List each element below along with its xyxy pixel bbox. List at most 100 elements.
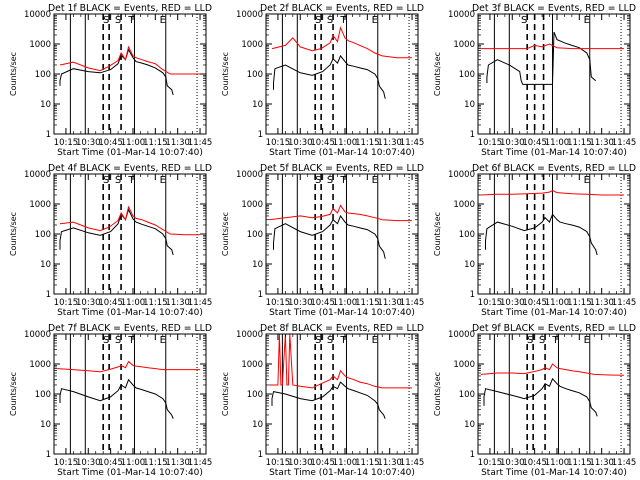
marker-label: E — [584, 175, 590, 186]
marker-label: S — [115, 15, 121, 26]
y-tick-label: 1 — [46, 290, 51, 300]
y-tick-label: 1 — [46, 450, 51, 460]
x-tick-label: 10:45 — [310, 298, 335, 308]
x-tick-label: 11:00 — [545, 298, 570, 308]
y-tick-label: 10 — [40, 260, 51, 270]
x-axis-label: Start Time (01-Mar-14 10:07:40) — [269, 308, 415, 318]
x-tick-label: 11:30 — [165, 458, 190, 468]
x-tick-label: 10:30 — [288, 298, 313, 308]
x-tick-label: 11:15 — [567, 138, 592, 148]
y-tick-label: 10 — [464, 420, 475, 430]
x-tick-label: 10:15 — [54, 458, 79, 468]
panel-title: Det 2f BLACK = Events, RED = LLD — [260, 3, 424, 14]
y-axis-label: Counts/sec — [433, 52, 442, 96]
x-tick-label: 10:45 — [310, 458, 335, 468]
series-line-events — [59, 48, 174, 96]
x-tick-label: 10:45 — [310, 138, 335, 148]
marker-label: E — [372, 335, 378, 346]
x-tick-label: 10:30 — [76, 458, 101, 468]
marker-label: E — [584, 335, 590, 346]
y-tick-label: 100 — [35, 390, 51, 400]
y-axis-label: Counts/sec — [433, 372, 442, 416]
x-tick-label: 11:15 — [143, 138, 168, 148]
x-tick-label: 11:15 — [355, 138, 380, 148]
marker-label: S — [539, 335, 545, 346]
x-tick-label: 10:15 — [266, 138, 291, 148]
x-tick-label: 10:15 — [478, 458, 503, 468]
x-tick-label: 11:15 — [355, 298, 380, 308]
y-tick-label: 10000 — [24, 10, 51, 20]
series-line-events — [273, 214, 386, 259]
series-line-lld — [56, 360, 200, 373]
x-tick-label: 11:00 — [333, 458, 358, 468]
x-tick-label: 10:15 — [266, 458, 291, 468]
panel-title: Det 8f BLACK = Events, RED = LLD — [260, 323, 424, 334]
x-axis-label: Start Time (01-Mar-14 10:07:40) — [481, 468, 627, 478]
y-axis-label: Counts/sec — [9, 52, 18, 96]
y-tick-label: 1000 — [453, 40, 475, 50]
y-tick-label: 100 — [247, 70, 263, 80]
x-tick-label: 11:00 — [121, 138, 146, 148]
x-tick-label: 10:30 — [500, 458, 525, 468]
x-tick-label: 10:45 — [98, 298, 123, 308]
marker-label: S — [327, 15, 333, 26]
x-tick-label: 10:15 — [266, 298, 291, 308]
y-tick-label: 10000 — [236, 330, 263, 340]
x-tick-label: 11:15 — [143, 458, 168, 468]
marker-label: E — [584, 15, 590, 26]
y-axis-label: Counts/sec — [221, 52, 230, 96]
marker-label: S — [315, 335, 321, 346]
y-tick-label: 10000 — [448, 170, 475, 180]
y-tick-label: 1000 — [29, 200, 51, 210]
y-tick-label: 100 — [459, 70, 475, 80]
series-line-events — [273, 54, 386, 99]
x-axis-label: Start Time (01-Mar-14 10:07:40) — [481, 148, 627, 158]
y-tick-label: 1 — [258, 130, 263, 140]
panel-title: Det 6f BLACK = Events, RED = LLD — [472, 163, 636, 174]
panel-title: Det 4f BLACK = Events, RED = LLD — [48, 163, 212, 174]
marker-label: E — [372, 15, 378, 26]
series-line-lld — [59, 205, 200, 236]
marker-label: E — [372, 175, 378, 186]
x-tick-label: 11:30 — [165, 298, 190, 308]
x-tick-label: 11:30 — [165, 138, 190, 148]
x-tick-label: 11:15 — [567, 298, 592, 308]
panel-title: Det 9f BLACK = Events, RED = LLD — [472, 323, 636, 334]
y-tick-label: 1000 — [241, 40, 263, 50]
x-tick-label: 11:00 — [545, 458, 570, 468]
x-tick-label: 11:30 — [377, 298, 402, 308]
y-axis-label: Counts/sec — [221, 212, 230, 256]
marker-label: T — [127, 335, 135, 346]
x-axis-label: Start Time (01-Mar-14 10:07:40) — [57, 468, 203, 478]
x-tick-label: 11:45 — [612, 458, 637, 468]
x-tick-label: 10:45 — [98, 458, 123, 468]
x-tick-label: 11:00 — [545, 138, 570, 148]
x-tick-label: 11:45 — [612, 298, 637, 308]
marker-label: S — [115, 175, 121, 186]
marker-label: S — [327, 175, 333, 186]
series-line-events — [59, 208, 174, 256]
y-tick-label: 1 — [46, 130, 51, 140]
series-line-events — [271, 381, 386, 419]
x-tick-label: 10:15 — [54, 138, 79, 148]
x-tick-label: 10:15 — [54, 298, 79, 308]
marker-label: S — [103, 175, 109, 186]
marker-label: T — [551, 335, 559, 346]
y-tick-label: 100 — [459, 230, 475, 240]
x-tick-label: 11:45 — [188, 458, 213, 468]
marker-label: T — [339, 15, 347, 26]
series-line-lld — [481, 43, 624, 50]
x-tick-label: 11:45 — [400, 298, 425, 308]
y-tick-label: 100 — [247, 390, 263, 400]
y-tick-label: 100 — [459, 390, 475, 400]
marker-label: T — [127, 175, 135, 186]
marker-label: T — [339, 335, 347, 346]
marker-label: S — [115, 335, 121, 346]
marker-label: E — [160, 175, 166, 186]
